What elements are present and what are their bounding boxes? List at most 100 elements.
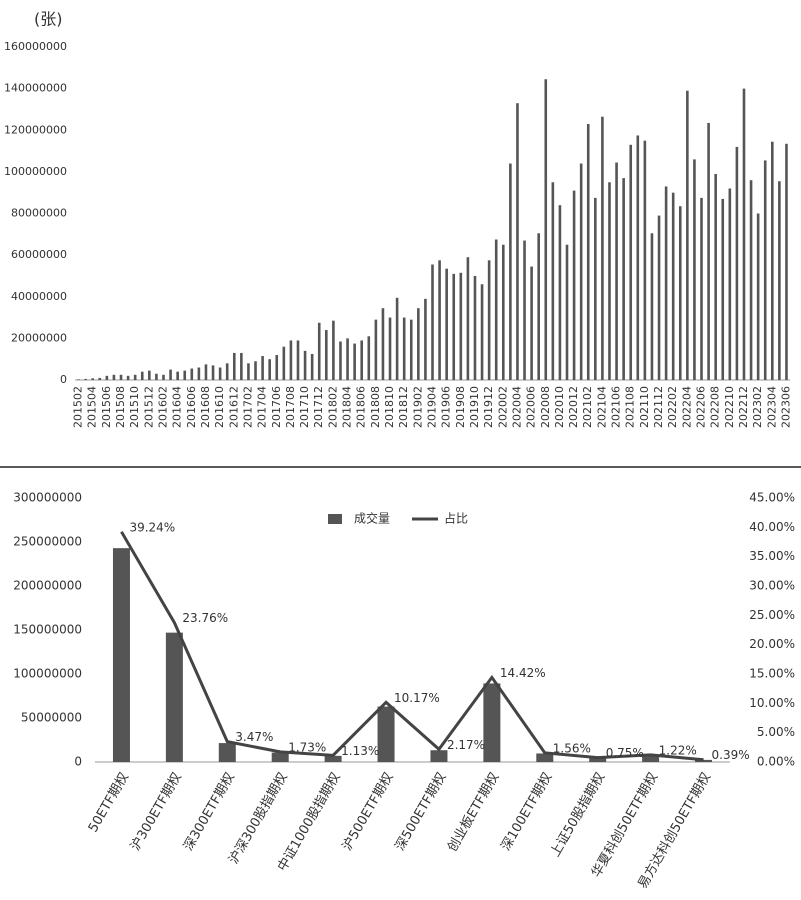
- x-tick-label: 201704: [256, 386, 269, 428]
- data-label: 2.17%: [447, 738, 485, 752]
- data-label: 14.42%: [500, 666, 546, 680]
- x-tick-label: 201602: [156, 386, 169, 428]
- bar: [247, 363, 250, 380]
- x-tick-label: 202306: [779, 386, 792, 428]
- bar: [325, 330, 328, 380]
- bar: [395, 297, 399, 380]
- x-tick-label: 201802: [326, 386, 339, 428]
- y-tick-label: 40000000: [11, 290, 67, 303]
- bar: [332, 320, 335, 380]
- y2-tick-label: 35.00%: [749, 549, 795, 563]
- bar: [424, 298, 427, 380]
- bar: [105, 375, 109, 380]
- bar: [381, 308, 385, 380]
- bar: [483, 683, 501, 762]
- x-tick-label: 201902: [411, 386, 424, 428]
- x-tick-label: 201712: [312, 386, 325, 428]
- bar: [509, 163, 512, 380]
- x-tick-label: 201502: [72, 386, 85, 428]
- y2-tick-label: 15.00%: [749, 667, 795, 681]
- bar: [140, 371, 144, 380]
- bar: [289, 340, 293, 380]
- bar: [695, 759, 713, 762]
- x-tick-label: 201804: [341, 386, 354, 428]
- bar: [537, 233, 540, 380]
- bar: [615, 162, 618, 380]
- x-tick-label: 201612: [227, 386, 240, 428]
- data-label: 23.76%: [182, 611, 228, 625]
- bar: [494, 239, 498, 380]
- x-tick-label: 201606: [185, 386, 198, 428]
- bar: [735, 146, 739, 380]
- bar: [240, 352, 243, 380]
- x-tick-label: 201708: [284, 386, 297, 428]
- bar: [643, 140, 647, 380]
- legend-swatch: [328, 514, 342, 524]
- bar: [353, 343, 356, 380]
- data-label: 1.22%: [659, 743, 697, 757]
- y2-tick-label: 40.00%: [749, 520, 795, 534]
- bar: [589, 757, 607, 762]
- y2-tick-label: 30.00%: [749, 579, 795, 593]
- bar: [445, 268, 448, 380]
- bar: [296, 340, 300, 380]
- bar: [218, 367, 222, 380]
- bar: [686, 90, 689, 381]
- x-tick-label: 202006: [525, 386, 538, 428]
- x-tick-label: 201608: [199, 386, 212, 428]
- x-tick-label: 201908: [454, 386, 467, 428]
- data-label: 1.13%: [341, 744, 379, 758]
- bar: [785, 143, 788, 380]
- bar: [452, 273, 456, 380]
- bar: [778, 181, 781, 380]
- x-tick-label: 202110: [638, 386, 651, 428]
- bar: [572, 190, 576, 380]
- y2-tick-label: 45.00%: [749, 491, 795, 505]
- bar: [282, 346, 286, 380]
- line: [120, 531, 704, 762]
- x-tick-label: 202004: [510, 386, 523, 428]
- bar: [763, 160, 767, 380]
- bar: [523, 240, 526, 380]
- x-tick-label: 202012: [567, 386, 580, 428]
- bar: [119, 374, 123, 380]
- bar: [579, 163, 583, 380]
- y-tick-label: 120000000: [4, 123, 67, 136]
- bar: [728, 188, 732, 380]
- bar: [636, 135, 640, 380]
- bar: [601, 116, 604, 381]
- x-tick-label: 202112: [652, 386, 665, 428]
- bar: [275, 355, 279, 380]
- bar: [501, 244, 505, 380]
- x-tick-label: 201506: [100, 386, 113, 428]
- bar: [211, 365, 215, 380]
- y-axis-label: (张): [34, 10, 63, 29]
- bar: [176, 371, 179, 380]
- bar: [148, 370, 151, 380]
- x-tick-label: 201508: [114, 386, 127, 428]
- bar: [438, 260, 441, 380]
- bar: [657, 215, 661, 380]
- bar: [622, 178, 625, 380]
- y-tick-label: 0: [60, 373, 67, 386]
- bar: [749, 180, 753, 380]
- x-tick-label: 201512: [142, 386, 155, 428]
- bar: [126, 375, 130, 380]
- bar: [756, 213, 760, 380]
- x-tick-label: 202302: [751, 386, 764, 428]
- bar: [629, 144, 633, 380]
- y2-tick-label: 10.00%: [749, 696, 795, 710]
- bar: [324, 755, 342, 762]
- y-tick-label: 20000000: [11, 331, 67, 344]
- bar: [544, 79, 548, 381]
- bar: [678, 206, 682, 380]
- y-tick-label: 80000000: [11, 207, 67, 220]
- bar: [190, 368, 194, 380]
- bar: [586, 124, 590, 380]
- y-tick-label: 150000000: [13, 623, 82, 637]
- bar: [204, 364, 208, 380]
- y2-tick-label: 5.00%: [757, 725, 795, 739]
- bar: [431, 264, 434, 380]
- bar: [165, 632, 183, 762]
